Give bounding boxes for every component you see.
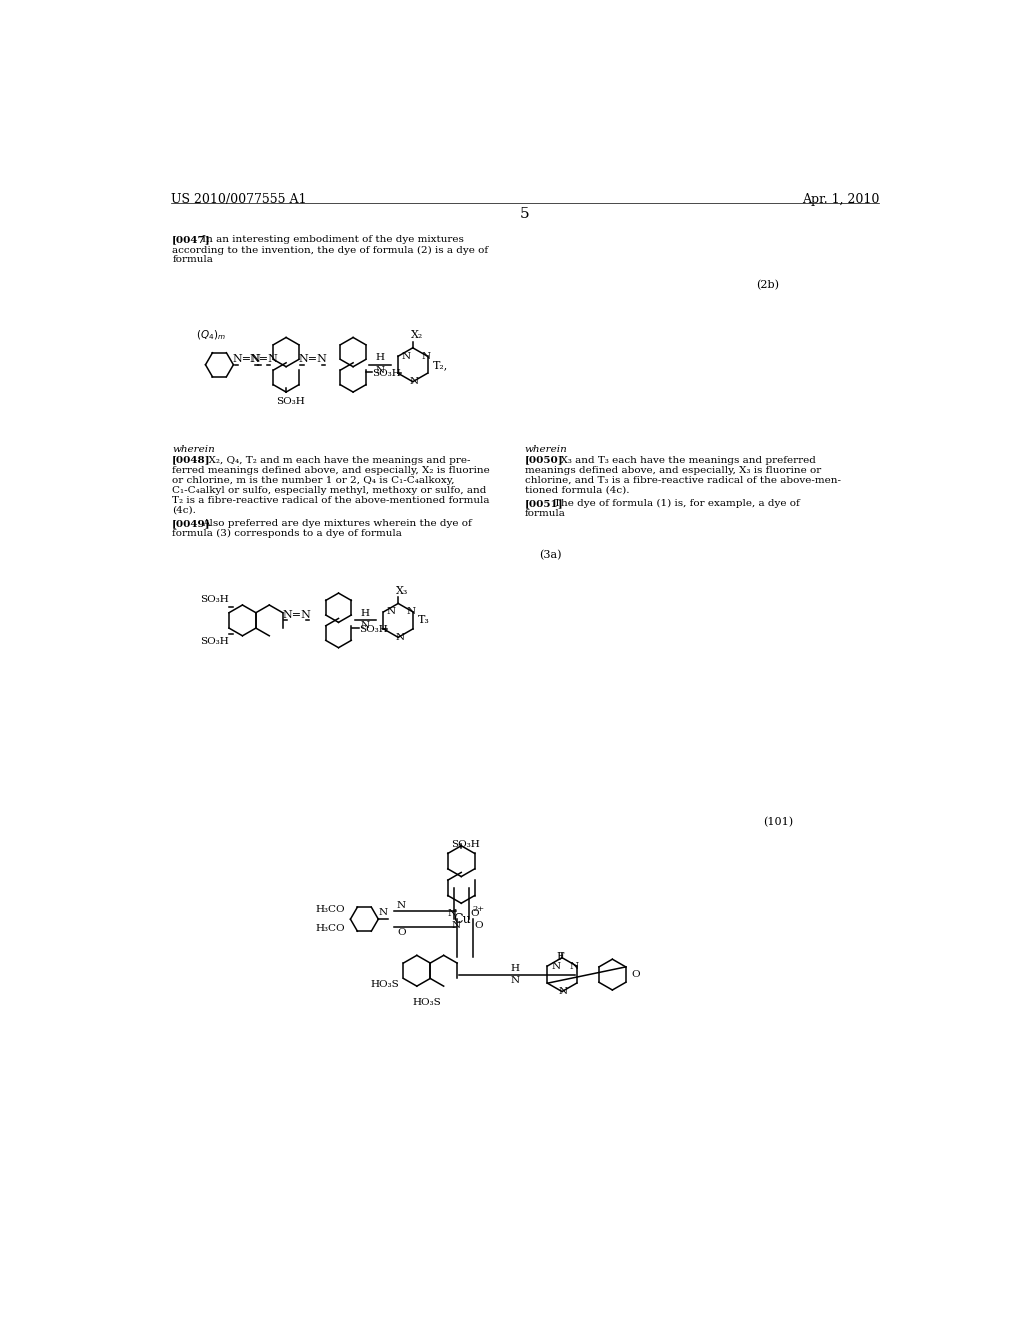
Text: N=N: N=N <box>232 354 261 364</box>
Text: N: N <box>421 352 430 360</box>
Text: SO₃H: SO₃H <box>359 624 388 634</box>
Text: (101): (101) <box>764 817 794 828</box>
Text: (3a): (3a) <box>539 549 561 560</box>
Text: N: N <box>379 908 387 917</box>
Text: [0051]: [0051] <box>524 499 563 508</box>
Text: X₂: X₂ <box>411 330 423 341</box>
Text: SO₃H: SO₃H <box>372 370 400 378</box>
Text: (2b): (2b) <box>756 280 778 290</box>
Text: 2+: 2+ <box>472 906 484 913</box>
Text: [0050]: [0050] <box>524 455 563 465</box>
Text: O: O <box>631 970 640 979</box>
Text: SO₃H: SO₃H <box>200 636 228 645</box>
Text: wherein: wherein <box>524 445 567 454</box>
Text: N: N <box>376 366 385 375</box>
Text: H₃CO: H₃CO <box>315 924 345 933</box>
Text: (4c).: (4c). <box>172 506 196 515</box>
Text: N: N <box>395 632 404 642</box>
Text: US 2010/0077555 A1: US 2010/0077555 A1 <box>171 193 306 206</box>
Text: SO₃H: SO₃H <box>276 397 305 407</box>
Text: Cu: Cu <box>454 912 471 925</box>
Text: Also preferred are dye mixtures wherein the dye of: Also preferred are dye mixtures wherein … <box>202 519 471 528</box>
Text: O: O <box>397 928 406 937</box>
Text: N: N <box>551 962 560 970</box>
Text: $(Q_4)_m$: $(Q_4)_m$ <box>197 329 226 342</box>
Text: N: N <box>397 902 407 909</box>
Text: [0047]: [0047] <box>172 235 211 244</box>
Text: N=N: N=N <box>298 354 328 364</box>
Text: H: H <box>376 354 385 363</box>
Text: [0049]: [0049] <box>172 519 211 528</box>
Text: meanings defined above, and especially, X₃ is fluorine or: meanings defined above, and especially, … <box>524 466 821 475</box>
Text: formula (3) corresponds to a dye of formula: formula (3) corresponds to a dye of form… <box>172 529 402 537</box>
Text: N: N <box>407 607 416 616</box>
Text: ferred meanings defined above, and especially, X₂ is fluorine: ferred meanings defined above, and espec… <box>172 466 489 475</box>
Text: N=N: N=N <box>283 610 311 619</box>
Text: [0048]: [0048] <box>172 455 211 465</box>
Text: HO₃S: HO₃S <box>412 998 440 1007</box>
Text: H: H <box>360 609 370 618</box>
Text: tioned formula (4c).: tioned formula (4c). <box>524 486 630 495</box>
Text: N: N <box>386 607 395 616</box>
Text: N: N <box>452 921 461 929</box>
Text: or chlorine, m is the number 1 or 2, Q₄ is C₁-C₄alkoxy,: or chlorine, m is the number 1 or 2, Q₄ … <box>172 475 455 484</box>
Text: T₂ is a fibre-reactive radical of the above-mentioned formula: T₂ is a fibre-reactive radical of the ab… <box>172 496 489 504</box>
Text: SO₃H: SO₃H <box>452 840 480 849</box>
Text: C₁-C₄alkyl or sulfo, especially methyl, methoxy or sulfo, and: C₁-C₄alkyl or sulfo, especially methyl, … <box>172 486 486 495</box>
Text: X₂, Q₄, T₂ and m each have the meanings and pre-: X₂, Q₄, T₂ and m each have the meanings … <box>202 455 470 465</box>
Text: formula: formula <box>172 256 213 264</box>
Text: T₂,: T₂, <box>433 360 449 370</box>
Text: HO₃S: HO₃S <box>371 981 399 989</box>
Text: X₃: X₃ <box>396 586 409 595</box>
Text: N: N <box>511 977 520 985</box>
Text: N: N <box>410 378 419 387</box>
Text: Apr. 1, 2010: Apr. 1, 2010 <box>803 193 880 206</box>
Text: 5: 5 <box>520 207 529 220</box>
Text: X₃ and T₃ each have the meanings and preferred: X₃ and T₃ each have the meanings and pre… <box>554 455 816 465</box>
Text: formula: formula <box>524 508 565 517</box>
Text: N: N <box>569 962 579 970</box>
Text: The dye of formula (1) is, for example, a dye of: The dye of formula (1) is, for example, … <box>554 499 800 508</box>
Text: N: N <box>447 908 457 917</box>
Text: N: N <box>559 987 568 997</box>
Text: wherein: wherein <box>172 445 215 454</box>
Text: T₃: T₃ <box>419 615 430 626</box>
Text: O: O <box>471 908 479 917</box>
Text: N: N <box>360 622 370 630</box>
Text: chlorine, and T₃ is a fibre-reactive radical of the above-men-: chlorine, and T₃ is a fibre-reactive rad… <box>524 475 841 484</box>
Text: In an interesting embodiment of the dye mixtures: In an interesting embodiment of the dye … <box>202 235 464 244</box>
Text: F: F <box>557 952 564 961</box>
Text: according to the invention, the dye of formula (2) is a dye of: according to the invention, the dye of f… <box>172 246 488 255</box>
Text: O: O <box>474 921 483 929</box>
Text: SO₃H: SO₃H <box>200 595 228 605</box>
Text: H: H <box>511 964 520 973</box>
Text: N: N <box>401 352 411 360</box>
Text: N=N: N=N <box>250 354 279 364</box>
Text: H₃CO: H₃CO <box>315 906 345 915</box>
